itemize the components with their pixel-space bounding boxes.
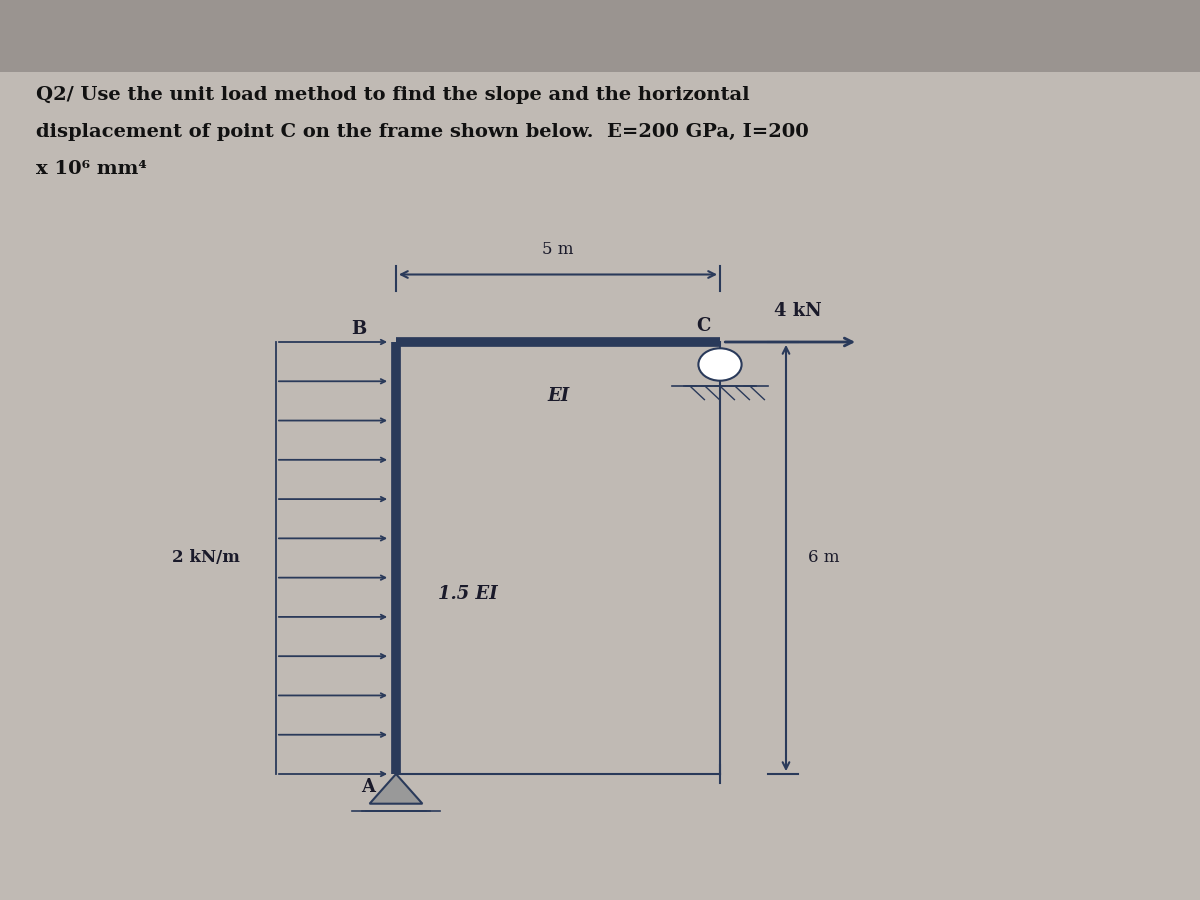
Text: Q2/ Use the unit load method to find the slope and the horizontal: Q2/ Use the unit load method to find the…: [36, 86, 750, 104]
Text: 2 kN/m: 2 kN/m: [172, 550, 240, 566]
Polygon shape: [370, 774, 422, 804]
Text: 4 kN: 4 kN: [774, 302, 822, 319]
Text: B: B: [350, 320, 366, 338]
Text: 5 m: 5 m: [542, 241, 574, 258]
Text: EI: EI: [547, 387, 569, 405]
Text: 1.5 EI: 1.5 EI: [438, 585, 498, 603]
Text: A: A: [361, 778, 376, 796]
Bar: [0, 0, 1200, 72]
Text: C: C: [696, 317, 710, 335]
Circle shape: [698, 348, 742, 381]
Text: x 10⁶ mm⁴: x 10⁶ mm⁴: [36, 160, 146, 178]
Text: displacement of point C on the frame shown below.  E=200 GPa, I=200: displacement of point C on the frame sho…: [36, 123, 809, 141]
Text: 6 m: 6 m: [808, 550, 839, 566]
